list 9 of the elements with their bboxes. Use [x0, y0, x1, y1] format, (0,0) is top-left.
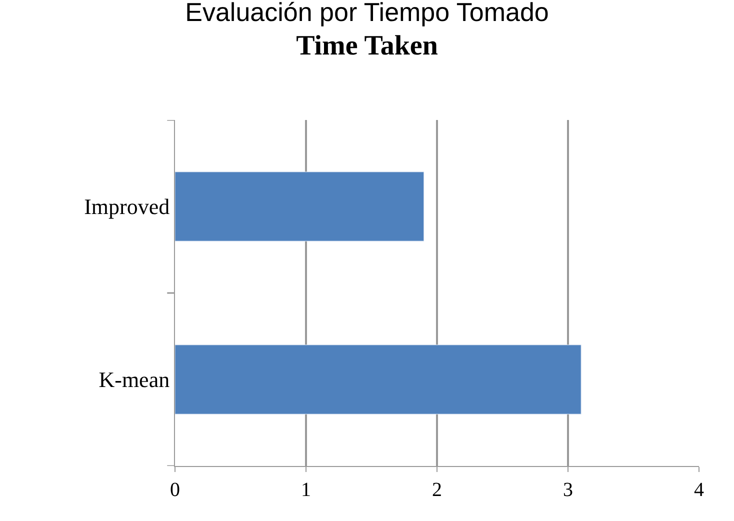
y-tick-label: K-mean — [98, 367, 170, 392]
x-tick-label: 1 — [301, 479, 311, 501]
chart-title: Evaluación por Tiempo Tomado — [185, 0, 549, 27]
x-tick-label: 2 — [432, 479, 442, 501]
chart-subtitle: Time Taken — [296, 30, 438, 62]
x-tick-label: 4 — [694, 479, 704, 501]
x-tick-label: 3 — [563, 479, 573, 501]
y-tick-label: Improved — [84, 194, 170, 220]
x-tick-label: 0 — [170, 479, 180, 501]
